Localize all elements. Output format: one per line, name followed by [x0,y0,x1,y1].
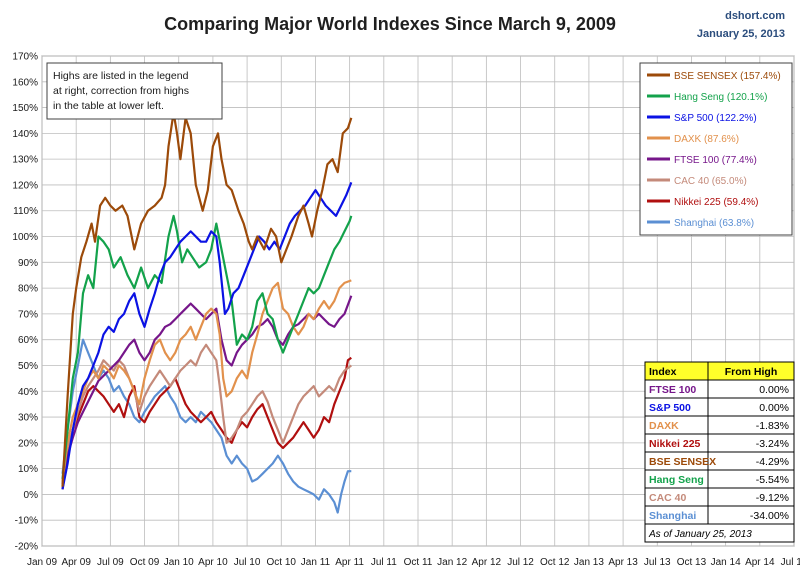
y-tick-label: 60% [18,335,38,346]
x-axis-ticks: Jan 09 Apr 09 Jul 09 Oct 09 Jan 10 Apr 10 Jul … [27,557,800,568]
legend-label-nikkei-225: Nikkei 225 (59.4%) [674,197,758,208]
legend-label-daxk: DAXK (87.6%) [674,134,739,145]
table-cell-value-bse-sensex: -4.29% [756,456,789,468]
y-tick-label: 150% [12,103,38,114]
series-lines [61,111,353,514]
from-high-table: Index From High FTSE 100 0.00% S&P 500 0.00% D… [644,361,795,543]
table-cell-value-shanghai: -34.00% [750,510,789,522]
y-tick-label: 100% [12,232,38,243]
table-cell-name-s-p-500: S&P 500 [649,402,691,414]
table-cell-value-ftse-100: 0.00% [759,384,789,396]
x-tick-label: Oct 12 [540,557,570,568]
x-tick-label: Apr 11 [335,557,364,568]
table-cell-name-ftse-100: FTSE 100 [649,384,696,396]
date-label: January 25, 2013 [697,28,785,40]
y-tick-label: 0% [24,490,39,501]
legend-label-shanghai: Shanghai (63.8%) [674,218,754,229]
y-tick-label: 90% [18,258,38,269]
x-tick-label: Jan 13 [574,557,604,568]
series-line-bse-sensex [61,111,353,487]
x-tick-label: Oct 10 [267,557,297,568]
x-tick-label: Oct 09 [130,557,160,568]
series-line-hang-seng [61,214,353,480]
x-tick-label: Apr 10 [198,557,228,568]
x-tick-label: Jul 09 [97,557,124,568]
y-tick-label: 120% [12,180,38,191]
table-cell-value-hang-seng: -5.54% [756,474,789,486]
note-line-2: at right, correction from highs [53,85,189,97]
table-footnote-cell [644,523,795,543]
x-tick-label: Jan 14 [711,557,741,568]
x-tick-label: Apr 13 [608,557,638,568]
legend-label-s-p-500: S&P 500 (122.2%) [674,113,757,124]
y-tick-label: 110% [13,206,38,217]
x-tick-label: Jan 11 [301,557,331,568]
note-box [46,62,223,120]
y-tick-label: -20% [15,542,38,553]
table-cell-name-daxk: DAXK [649,420,679,432]
y-tick-label: -10% [15,516,38,527]
y-axis-ticks: -20% -10% 0% 10% 20% 30% 40% 50% 60% 70% 80% 90% 100… [12,52,38,553]
y-tick-label: 140% [12,129,38,140]
series-line-ftse-100 [61,295,353,485]
x-tick-label: Oct 11 [404,557,433,568]
y-tick-label: 10% [18,464,38,475]
source-label: dshort.com [725,10,785,22]
table-cell-name-cac-40: CAC 40 [649,492,687,504]
y-tick-label: 40% [18,387,38,398]
table-cell-name-shanghai: Shanghai [649,510,696,522]
note-line-1: Highs are listed in the legend [53,70,189,82]
y-tick-label: 160% [12,77,38,88]
legend-label-ftse-100: FTSE 100 (77.4%) [674,155,757,166]
table-cell-value-s-p-500: 0.00% [759,402,789,414]
series-line-shanghai [61,338,352,514]
table-footnote: As of January 25, 2013 [648,529,752,540]
x-tick-label: Jul 11 [371,557,397,568]
y-tick-label: 70% [18,309,38,320]
y-tick-label: 50% [18,361,38,372]
table-cell-value-cac-40: -9.12% [756,492,789,504]
note-line-3: in the table at lower left. [53,100,164,112]
x-tick-label: Jul 14 [781,557,800,568]
y-tick-label: 130% [12,155,38,166]
chart-legend: BSE SENSEX (157.4%) Hang Seng (120.1%) S&P… [639,62,793,236]
legend-label-hang-seng: Hang Seng (120.1%) [674,92,767,103]
x-tick-label: Oct 13 [677,557,707,568]
series-line-nikkei-225 [61,356,352,490]
table-cell-value-daxk: -1.83% [756,420,789,432]
x-tick-label: Jan 09 [27,557,57,568]
legend-label-cac-40: CAC 40 (65.0%) [674,176,747,187]
y-tick-label: 20% [18,438,38,449]
annotation-note: Highs are listed in the legend at right,… [46,62,223,120]
x-tick-label: Jul 10 [234,557,261,568]
x-tick-label: Apr 14 [745,557,775,568]
table-header-index: Index [649,366,677,378]
legend-label-bse-sensex: BSE SENSEX (157.4%) [674,71,781,82]
series-line-daxk [61,279,352,482]
y-tick-label: 30% [18,413,38,424]
y-tick-label: 80% [18,284,38,295]
x-tick-label: Apr 12 [472,557,502,568]
chart-title: Comparing Major World Indexes Since Marc… [164,14,616,34]
x-tick-label: Jan 10 [164,557,194,568]
x-tick-label: Jan 12 [437,557,467,568]
table-cell-value-nikkei-225: -3.24% [756,438,789,450]
x-tick-label: Apr 09 [61,557,91,568]
table-cell-name-nikkei-225: Nikkei 225 [649,438,701,450]
table-cell-name-bse-sensex: BSE SENSEX [649,456,716,468]
table-header-from-high: From High [725,366,778,378]
table-cell-name-hang-seng: Hang Seng [649,474,704,486]
x-tick-label: Jul 12 [507,557,534,568]
legend-box [639,62,793,236]
x-tick-label: Jul 13 [644,557,671,568]
y-tick-label: 170% [12,52,38,63]
